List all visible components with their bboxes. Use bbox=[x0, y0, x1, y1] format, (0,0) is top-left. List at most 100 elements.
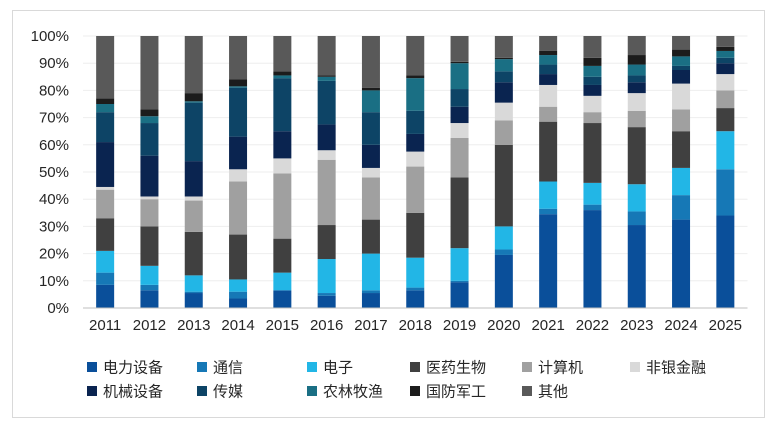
bar-segment bbox=[317, 150, 336, 160]
y-tick-label: 80% bbox=[39, 82, 69, 99]
legend-swatch bbox=[197, 362, 207, 372]
bar-segment bbox=[672, 195, 691, 220]
bar-stack-2016 bbox=[317, 36, 336, 308]
x-tick-label: 2023 bbox=[620, 317, 653, 334]
bar-segment bbox=[450, 177, 469, 249]
x-axis: 2011 2012 2013 2014 2015 2016 2017 2018 2019 2020… bbox=[89, 317, 742, 334]
bar-stack-2025 bbox=[716, 36, 735, 308]
legend-label: 通信 bbox=[213, 360, 243, 377]
bar-segment bbox=[184, 93, 203, 102]
legend-label: 农林牧渔 bbox=[323, 384, 383, 401]
bar-segment bbox=[583, 112, 602, 124]
bar-segment bbox=[96, 112, 115, 143]
bar-segment bbox=[539, 181, 558, 209]
bar-segment bbox=[627, 93, 646, 111]
bar-segment bbox=[672, 49, 691, 57]
bar-segment bbox=[539, 208, 558, 215]
x-tick-label: 2016 bbox=[310, 317, 343, 334]
bar-segment bbox=[229, 291, 248, 299]
bar-segment bbox=[96, 104, 115, 113]
bar-segment bbox=[273, 75, 292, 79]
bar-segment bbox=[96, 36, 115, 99]
bar-segment bbox=[539, 84, 558, 107]
bar-segment bbox=[273, 131, 292, 159]
y-tick-label: 90% bbox=[39, 55, 69, 72]
bar-segment bbox=[583, 76, 602, 85]
bar-segment bbox=[273, 238, 292, 273]
bar-segment bbox=[96, 218, 115, 251]
bar-stack-2023 bbox=[627, 36, 646, 308]
bar-segment bbox=[273, 290, 292, 308]
legend-item: 计算机 bbox=[522, 359, 583, 377]
bar-segment bbox=[627, 127, 646, 185]
legend-swatch bbox=[87, 386, 97, 396]
legend-label: 医药生物 bbox=[426, 360, 486, 377]
bar-segment bbox=[716, 74, 735, 91]
x-tick-label: 2024 bbox=[664, 317, 697, 334]
legend-label: 其他 bbox=[538, 384, 568, 401]
legend-item: 非银金融 bbox=[630, 360, 706, 377]
bar-segment bbox=[627, 110, 646, 128]
bar-segment bbox=[140, 265, 159, 285]
bar-segment bbox=[583, 204, 602, 211]
bar-segment bbox=[494, 144, 513, 227]
bar-segment bbox=[406, 212, 425, 258]
bar-segment bbox=[539, 55, 558, 65]
bar-segment bbox=[672, 109, 691, 132]
bar-segment bbox=[583, 123, 602, 183]
bar-segment bbox=[672, 83, 691, 110]
y-tick-label: 100% bbox=[31, 28, 69, 45]
bar-segment bbox=[494, 82, 513, 103]
bar-segment bbox=[96, 186, 115, 190]
bar-segment bbox=[450, 61, 469, 64]
bar-segment bbox=[450, 89, 469, 107]
bar-segment bbox=[184, 231, 203, 276]
bar-segment bbox=[140, 226, 159, 266]
bar-segment bbox=[450, 248, 469, 281]
bar-segment bbox=[450, 123, 469, 138]
y-tick-label: 50% bbox=[39, 164, 69, 181]
legend-item: 农林牧渔 bbox=[307, 384, 383, 401]
bar-segment bbox=[184, 200, 203, 232]
bar-segment bbox=[229, 234, 248, 280]
bar-segment bbox=[406, 75, 425, 79]
x-tick-label: 2022 bbox=[576, 317, 609, 334]
bar-segment bbox=[273, 36, 292, 72]
x-tick-label: 2019 bbox=[443, 317, 476, 334]
bar-segment bbox=[184, 275, 203, 292]
bar-segment bbox=[361, 144, 380, 168]
bar-segment bbox=[539, 106, 558, 122]
bar-segment bbox=[229, 79, 248, 87]
bar-segment bbox=[184, 102, 203, 162]
legend-item: 医药生物 bbox=[410, 360, 486, 377]
legend-label: 电子 bbox=[323, 360, 353, 377]
bar-segment bbox=[450, 280, 469, 283]
bar-stack-2013 bbox=[184, 36, 203, 308]
bar-segment bbox=[273, 173, 292, 239]
bar-segment bbox=[494, 71, 513, 83]
bar-segment bbox=[716, 169, 735, 216]
bar-segment bbox=[96, 272, 115, 285]
bar-segment bbox=[184, 101, 203, 103]
x-tick-label: 2025 bbox=[709, 317, 742, 334]
bar-segment bbox=[96, 142, 115, 187]
bar-segment bbox=[361, 219, 380, 254]
bar-segment bbox=[140, 116, 159, 124]
bar-segment bbox=[273, 78, 292, 132]
bar-segment bbox=[140, 123, 159, 156]
legend-swatch bbox=[87, 362, 97, 372]
bar-segment bbox=[406, 287, 425, 291]
bar-segment bbox=[273, 272, 292, 291]
bar-stack-2022 bbox=[583, 36, 602, 308]
y-tick-label: 70% bbox=[39, 110, 69, 127]
bar-segment bbox=[716, 215, 735, 308]
bar-segment bbox=[96, 98, 115, 104]
bar-segment bbox=[672, 65, 691, 70]
x-tick-label: 2012 bbox=[133, 317, 166, 334]
bar-segment bbox=[361, 290, 380, 294]
bar-stack-2024 bbox=[672, 36, 691, 308]
bar-segment bbox=[140, 155, 159, 197]
legend-label: 电力设备 bbox=[103, 360, 163, 377]
bar-segment bbox=[361, 167, 380, 178]
bar-segment bbox=[672, 219, 691, 308]
